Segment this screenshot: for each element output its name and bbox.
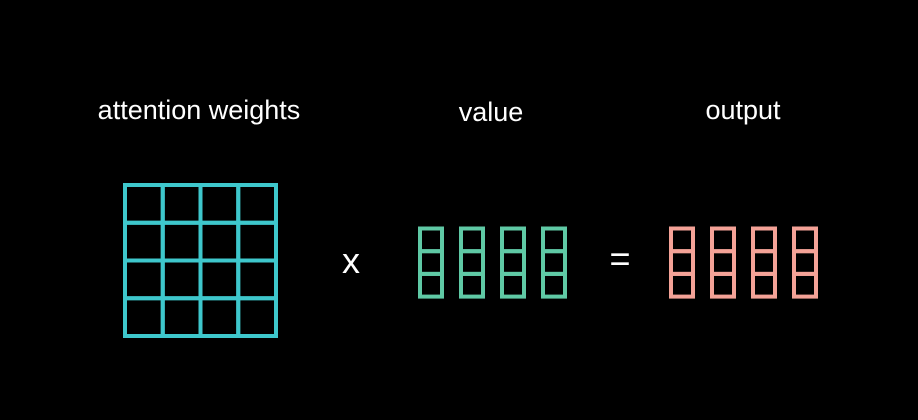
attention-weight-cell	[201, 261, 239, 299]
value-vector-cell	[420, 251, 442, 274]
attention-weight-cell	[238, 185, 276, 223]
value-vector-cell	[502, 274, 524, 297]
output-vector-cell	[671, 274, 693, 297]
output-vector-cell	[794, 229, 816, 252]
value-vectors	[420, 229, 565, 297]
attention-weight-cell	[125, 261, 163, 299]
value-vector-cell	[461, 229, 483, 252]
value-vector-cell	[461, 251, 483, 274]
value-vector-cell	[543, 229, 565, 252]
attention-weight-cell	[125, 298, 163, 336]
value-vector-cell	[502, 229, 524, 252]
value-vector-cell	[543, 251, 565, 274]
output-vector-cell	[753, 251, 775, 274]
attention-weight-cell	[201, 185, 239, 223]
output-vector-cell	[794, 274, 816, 297]
attention-weight-cell	[238, 223, 276, 261]
value-vector-cell	[543, 274, 565, 297]
output-vector-cell	[712, 274, 734, 297]
value-vector-cell	[420, 274, 442, 297]
output-vector-cell	[671, 251, 693, 274]
attention-weight-cell	[125, 185, 163, 223]
attention-weight-cell	[238, 298, 276, 336]
value-vector-cell	[420, 229, 442, 252]
attention-weight-cell	[163, 261, 201, 299]
attention-weight-cell	[238, 261, 276, 299]
output-vector-cell	[712, 251, 734, 274]
attention-weight-cell	[163, 223, 201, 261]
output-vector-cell	[794, 251, 816, 274]
attention-weights-matrix	[125, 185, 276, 336]
output-vector-cell	[753, 274, 775, 297]
attention-weight-cell	[125, 223, 163, 261]
output-vectors	[671, 229, 816, 297]
attention-weight-cell	[201, 298, 239, 336]
attention-weight-cell	[163, 185, 201, 223]
output-vector-cell	[753, 229, 775, 252]
attention-weight-cell	[163, 298, 201, 336]
value-vector-cell	[502, 251, 524, 274]
output-vector-cell	[671, 229, 693, 252]
value-vector-cell	[461, 274, 483, 297]
output-vector-cell	[712, 229, 734, 252]
attention-weight-cell	[201, 223, 239, 261]
